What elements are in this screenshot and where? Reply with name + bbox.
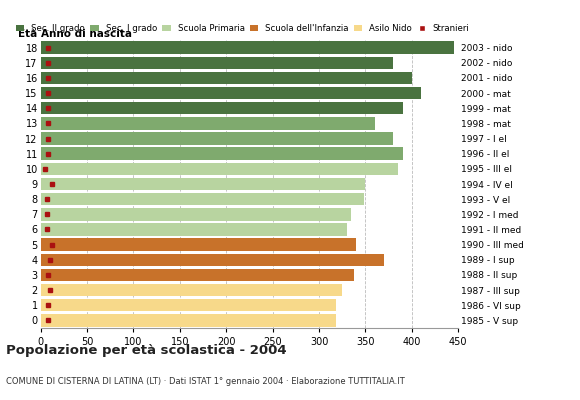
Text: Anno di nascita: Anno di nascita bbox=[41, 28, 132, 38]
Bar bbox=[41, 41, 454, 54]
Bar bbox=[41, 117, 375, 130]
Bar bbox=[41, 223, 347, 236]
Bar bbox=[41, 299, 336, 312]
Bar bbox=[41, 314, 336, 327]
Bar bbox=[41, 284, 342, 296]
Legend: Sec. II grado, Sec. I grado, Scuola Primaria, Scuola dell'Infanzia, Asilo Nido, : Sec. II grado, Sec. I grado, Scuola Prim… bbox=[16, 24, 469, 33]
Bar bbox=[41, 269, 354, 281]
Bar bbox=[41, 238, 356, 251]
Text: Età: Età bbox=[17, 28, 37, 38]
Text: Popolazione per età scolastica - 2004: Popolazione per età scolastica - 2004 bbox=[6, 344, 287, 357]
Bar bbox=[41, 102, 403, 114]
Bar bbox=[41, 163, 398, 175]
Bar bbox=[41, 148, 403, 160]
Bar bbox=[41, 72, 412, 84]
Bar bbox=[41, 254, 384, 266]
Bar bbox=[41, 193, 364, 205]
Bar bbox=[41, 87, 421, 99]
Bar bbox=[41, 178, 365, 190]
Bar bbox=[41, 208, 351, 220]
Bar bbox=[41, 132, 393, 145]
Bar bbox=[41, 56, 393, 69]
Text: COMUNE DI CISTERNA DI LATINA (LT) · Dati ISTAT 1° gennaio 2004 · Elaborazione TU: COMUNE DI CISTERNA DI LATINA (LT) · Dati… bbox=[6, 377, 405, 386]
